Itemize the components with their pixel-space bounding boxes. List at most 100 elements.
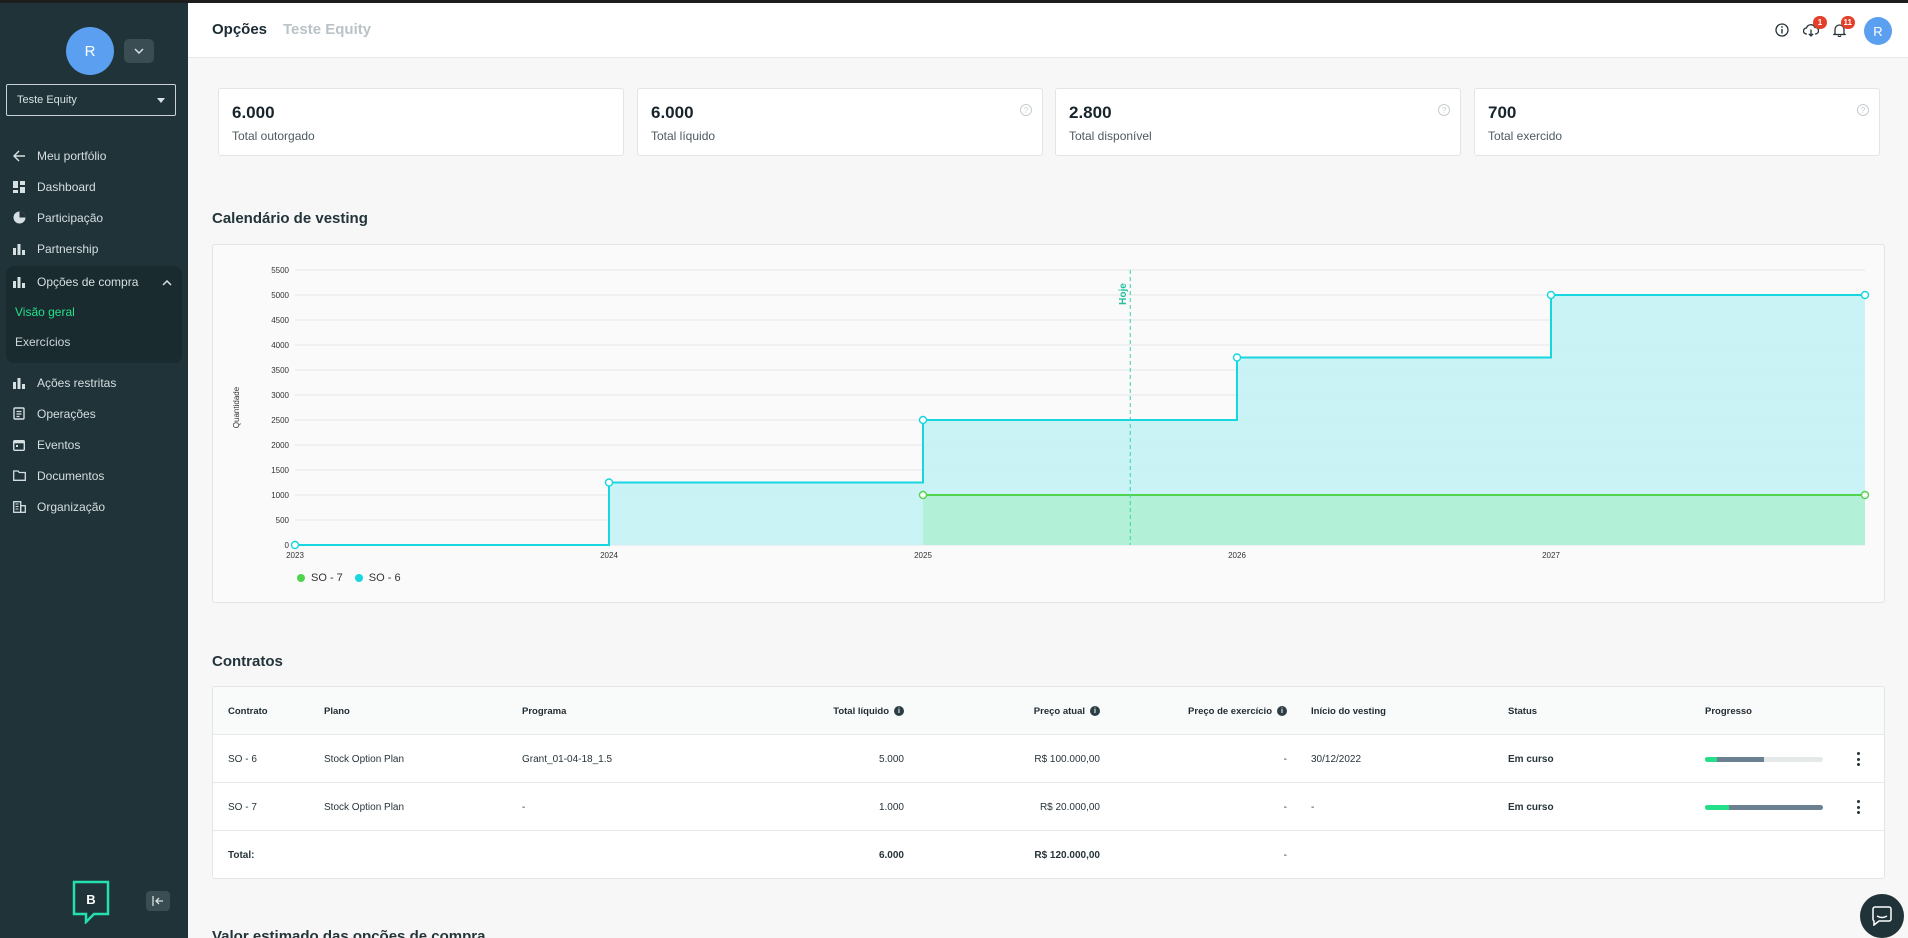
today-label: Hoje: [1118, 283, 1129, 305]
chevron-up-icon: [162, 275, 172, 289]
row-actions-menu-icon[interactable]: [1853, 752, 1863, 766]
help-icon[interactable]: ?: [1857, 104, 1869, 116]
info-icon[interactable]: i: [1277, 706, 1287, 716]
bar-chart-icon: [12, 242, 26, 256]
table-row[interactable]: SO - 6 Stock Option Plan Grant_01-04-18_…: [213, 735, 1884, 783]
company-select[interactable]: Teste Equity: [6, 84, 176, 116]
row-actions-menu-icon[interactable]: [1853, 800, 1863, 814]
breadcrumb-company[interactable]: Teste Equity: [283, 21, 372, 38]
y-tick-label: 2500: [271, 416, 289, 425]
y-tick-label: 3500: [271, 366, 289, 375]
sidebar-item-documentos[interactable]: Documentos: [0, 460, 188, 491]
legend-dot: [354, 574, 363, 582]
x-tick-label: 2025: [914, 551, 932, 560]
total-liquido: 6.000: [878, 849, 904, 861]
contracts-table: Contrato Plano Programa Total líquido i P…: [212, 686, 1885, 879]
contracts-section-title: Contratos: [212, 653, 283, 670]
series-line: [295, 294, 1865, 546]
avatar[interactable]: R: [66, 27, 114, 75]
sidebar-item-organizacao[interactable]: Organização: [0, 491, 188, 522]
data-point: [1860, 490, 1870, 500]
notifications-button[interactable]: 11: [1831, 16, 1855, 38]
bar-chart-icon: [12, 275, 26, 289]
company-select-value: Teste Equity: [17, 94, 77, 106]
sidebar-item-participacao[interactable]: Participação: [0, 202, 188, 233]
page-title: Opções: [212, 21, 268, 38]
y-axis-label: Quantidade: [232, 386, 241, 428]
col-preco-exercicio[interactable]: Preço de exercício i: [1133, 687, 1287, 735]
sidebar-avatar-wrap: R: [66, 27, 114, 75]
help-icon[interactable]: ?: [1438, 104, 1450, 116]
col-plano[interactable]: Plano: [324, 705, 350, 717]
sidebar-subitem-exercicios[interactable]: Exercícios: [15, 335, 71, 349]
progress-vested: [1705, 757, 1764, 762]
cell-preco-atual: R$ 20.000,00: [1039, 801, 1100, 813]
y-tick-label: 1000: [271, 491, 289, 500]
card-label: Total outorgado: [232, 129, 315, 143]
data-point: [604, 478, 614, 487]
legend-item-so7[interactable]: SO - 7: [297, 572, 343, 584]
cell-plano: Stock Option Plan: [324, 753, 405, 765]
col-programa[interactable]: Programa: [522, 705, 567, 717]
chat-button[interactable]: [1860, 894, 1904, 938]
info-icon[interactable]: i: [894, 706, 904, 716]
col-inicio-vesting[interactable]: Início do vesting: [1311, 705, 1386, 717]
vesting-chart-container: 0 500 1000 1500 2000 2500 3000 3500 4000 4500 5000…: [212, 244, 1885, 603]
sidebar-subitem-visao-geral[interactable]: Visão geral: [15, 305, 75, 319]
sidebar-item-dashboard[interactable]: Dashboard: [0, 171, 188, 202]
card-label: Total líquido: [651, 129, 716, 143]
sidebar-item-operacoes[interactable]: Operações: [0, 398, 188, 429]
vesting-section-title: Calendário de vesting: [212, 210, 368, 227]
col-contrato[interactable]: Contrato: [228, 705, 268, 717]
brand-logo: B: [72, 880, 110, 926]
x-tick-label: 2026: [1228, 551, 1246, 560]
chat-icon: [1872, 906, 1892, 926]
downloads-button[interactable]: 1: [1803, 16, 1827, 38]
info-icon[interactable]: i: [1090, 706, 1100, 716]
dashboard-icon: [12, 180, 26, 194]
window-top-border: [0, 0, 1908, 3]
sidebar-item-portfolio[interactable]: Meu portfólio: [0, 140, 188, 171]
cloud-download-icon: [1803, 24, 1819, 37]
calendar-icon: [12, 438, 26, 452]
progress-exercised: [1705, 805, 1729, 810]
y-tick-label: 2000: [271, 441, 289, 450]
logo-letter: B: [86, 892, 95, 907]
progress-exercised: [1705, 757, 1717, 762]
sidebar-item-opcoes[interactable]: Opções de compra: [6, 266, 182, 297]
user-avatar[interactable]: R: [1864, 17, 1892, 45]
info-icon: [1775, 23, 1789, 37]
card-label: Total exercido: [1488, 129, 1563, 143]
cell-contrato: SO - 6: [228, 753, 257, 765]
sidebar-item-label: Dashboard: [37, 179, 96, 194]
summary-card-disponivel: 2.800 Total disponível ?: [1055, 88, 1461, 156]
sidebar-item-label: Partnership: [37, 241, 99, 256]
table-total-row: Total: 6.000 R$ 120.000,00 -: [213, 831, 1884, 878]
account-dropdown-button[interactable]: [124, 39, 154, 63]
sidebar-item-partnership[interactable]: Partnership: [0, 233, 188, 264]
legend-item-so6[interactable]: SO - 6: [354, 572, 401, 584]
col-preco-atual[interactable]: Preço atual i: [953, 687, 1100, 735]
sidebar-item-acoes-restritas[interactable]: Ações restritas: [0, 367, 188, 398]
progress-bar: [1705, 757, 1823, 762]
chart-legend: SO - 7 SO - 6: [297, 572, 413, 584]
col-label: Total líquido: [833, 705, 889, 717]
table-row[interactable]: SO - 7 Stock Option Plan - 1.000 R$ 20.0…: [213, 783, 1884, 831]
collapse-sidebar-button[interactable]: [146, 891, 170, 911]
cell-programa: -: [522, 801, 526, 813]
cell-plano: Stock Option Plan: [324, 801, 405, 813]
card-value: 6.000: [651, 103, 694, 122]
cell-status: Em curso: [1508, 801, 1554, 813]
help-icon[interactable]: ?: [1020, 104, 1032, 116]
col-total-liquido[interactable]: Total líquido i: [773, 687, 904, 735]
col-progresso[interactable]: Progresso: [1705, 705, 1752, 717]
cell-inicio-vesting: -: [1311, 801, 1315, 813]
y-tick-label: 0: [285, 541, 290, 550]
info-button[interactable]: [1774, 22, 1790, 38]
sidebar-item-label: Ações restritas: [37, 375, 117, 390]
sidebar-item-eventos[interactable]: Eventos: [0, 429, 188, 460]
col-status[interactable]: Status: [1508, 705, 1538, 717]
summary-card-exercido: 700 Total exercido ?: [1474, 88, 1880, 156]
downloads-badge: 1: [1813, 16, 1827, 29]
cell-preco-atual: R$ 100.000,00: [1034, 753, 1100, 765]
